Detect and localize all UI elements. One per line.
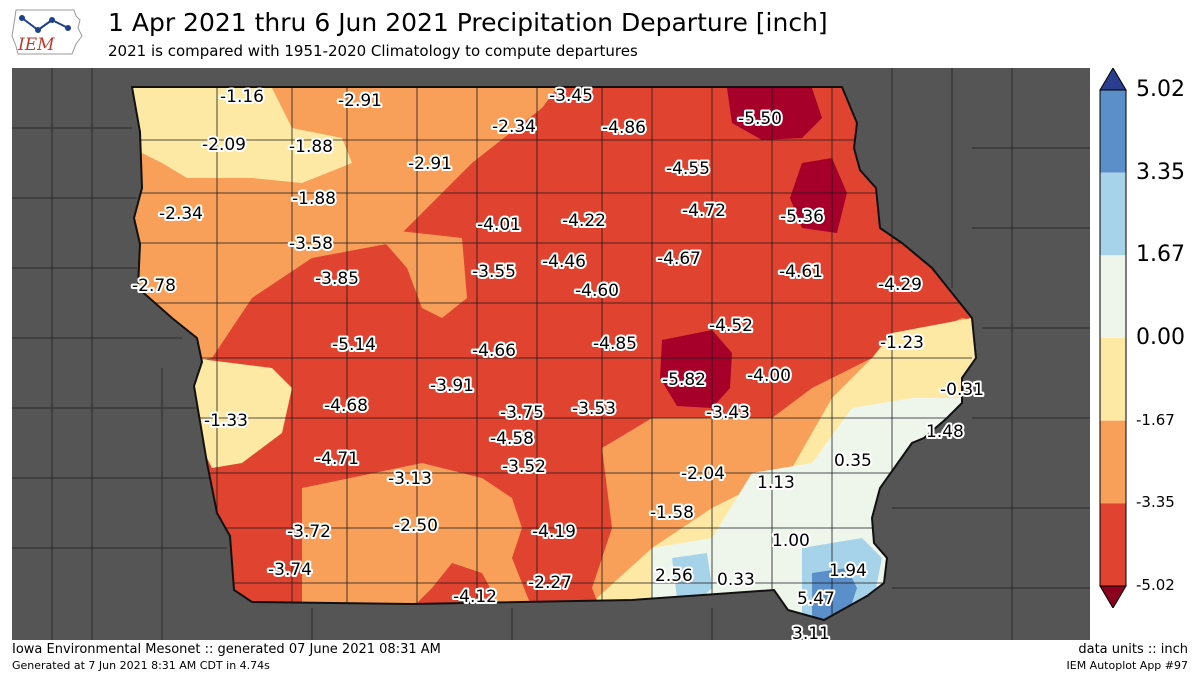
station-value-label: 0.35 [834,451,872,471]
station-value-label: -5.14 [332,335,376,355]
station-value-label: 2.56 [655,566,693,586]
station-value-label: -2.91 [338,91,382,111]
station-value-label: -1.16 [220,87,264,107]
station-value-label: -5.50 [738,109,782,129]
station-value-label: 5.47 [797,589,835,609]
station-value-labels: -1.16 -2.91 -3.45 -5.50 -2.09 -1.88 -2.34 -4.86… [130,84,986,640]
station-value-label: -3.91 [430,376,474,396]
station-value-label: -2.78 [132,276,176,296]
colorbar-label: 5.02 [1136,77,1185,102]
station-value-label: -3.52 [502,457,546,477]
station-value-label: -3.74 [268,560,312,580]
station-value-label: -4.68 [324,396,368,416]
station-value-label: -2.34 [159,204,203,224]
station-value-label: -4.00 [747,366,791,386]
station-value-label: 1.94 [829,561,867,581]
station-value-label: 3.11 [792,624,830,640]
station-value-label: -4.60 [575,281,619,301]
station-value-label: -3.75 [500,403,544,423]
station-value-label: -4.72 [682,201,726,221]
station-value-label: -1.33 [204,411,248,431]
station-value-label: -5.36 [780,207,824,227]
station-value-label: -2.34 [492,117,536,137]
station-value-label: -4.58 [490,429,534,449]
map-subtitle: 2021 is compared with 1951-2020 Climatol… [108,42,638,60]
station-value-label: -2.50 [394,516,438,536]
station-value-label: -4.66 [472,341,516,361]
footer-app: IEM Autoplot App #97 [1066,659,1189,672]
station-value-label: -1.88 [292,189,336,209]
band-neg167-to-0 [132,88,352,183]
station-value-label: -1.58 [650,503,694,523]
band-lt-neg5-central [660,330,732,408]
neighbor-county-lines [12,68,1090,640]
station-value-label: -3.13 [388,469,432,489]
station-value-label: -1.88 [289,137,333,157]
band-lt-neg5-ne [727,88,822,140]
iowa-county-lines [132,87,972,620]
station-value-label: -2.04 [681,464,725,484]
station-value-label: -3.85 [315,269,359,289]
station-value-label: 1.13 [757,473,795,493]
station-value-label: -2.09 [202,135,246,155]
logo-text: IEM [17,35,55,55]
station-value-label: -4.86 [602,118,646,138]
station-value-label: -4.52 [709,316,753,336]
station-value-label: -3.45 [549,86,593,106]
station-value-label: -3.55 [472,262,516,282]
station-value-label: -2.27 [528,573,572,593]
band-neg335-to-neg167-north [372,228,467,318]
station-value-label: -4.22 [562,211,606,231]
colorbar-segment [1100,255,1126,338]
station-value-label: -4.67 [657,249,701,269]
station-value-label: -3.58 [289,234,333,254]
station-value-label: -4.71 [315,449,359,469]
colorbar-top-arrow [1099,68,1127,91]
colorbar-label: -3.35 [1136,493,1175,512]
station-value-label: -4.19 [532,522,576,542]
station-value-label: -4.12 [453,587,497,607]
footer-source: Iowa Environmental Mesonet :: generated … [12,642,441,657]
station-value-label: -5.82 [662,370,706,390]
colorbar-bottom-arrow [1099,585,1127,608]
footer-generated: Generated at 7 Jun 2021 8:31 AM CDT in 4… [12,659,270,672]
station-value-label: 1.48 [926,422,964,442]
map-title: 1 Apr 2021 thru 6 Jun 2021 Precipitation… [108,8,828,37]
station-value-label: -0.31 [940,380,984,400]
colorbar-label: 3.35 [1136,159,1185,185]
colorbar [1099,68,1127,608]
colorbar-label: 1.67 [1136,242,1185,268]
footer-units: data units :: inch [1078,642,1188,657]
colorbar-segment [1100,338,1126,421]
station-value-label: 1.00 [772,531,810,551]
station-value-label: -4.29 [878,275,922,295]
precip-departure-map: -1.16 -2.91 -3.45 -5.50 -2.09 -1.88 -2.34 -4.86… [12,68,1090,640]
station-value-label: -4.85 [593,334,637,354]
colorbar-segment [1100,503,1126,586]
station-value-label: -3.43 [706,403,750,423]
station-value-label: -4.46 [542,252,586,272]
station-value-label: 0.33 [717,570,755,590]
colorbar-label: 0.00 [1136,325,1185,350]
station-value-label: -4.01 [477,215,521,235]
station-value-label: -1.23 [880,333,924,353]
iowa-border [130,86,978,622]
colorbar-label: -1.67 [1136,410,1175,429]
colorbar-label: -5.02 [1136,576,1175,594]
station-value-label: -2.91 [408,154,452,174]
station-value-label: -4.61 [779,262,823,282]
station-value-label: -4.55 [666,159,710,179]
colorbar-segment [1100,90,1126,173]
colorbar-segment [1100,172,1126,256]
station-value-label: -3.53 [572,399,616,419]
colorbar-segment [1100,420,1126,504]
iem-logo: IEM [11,9,83,55]
band-lt-neg5-ne2 [790,158,847,233]
station-value-label: -3.72 [287,522,331,542]
